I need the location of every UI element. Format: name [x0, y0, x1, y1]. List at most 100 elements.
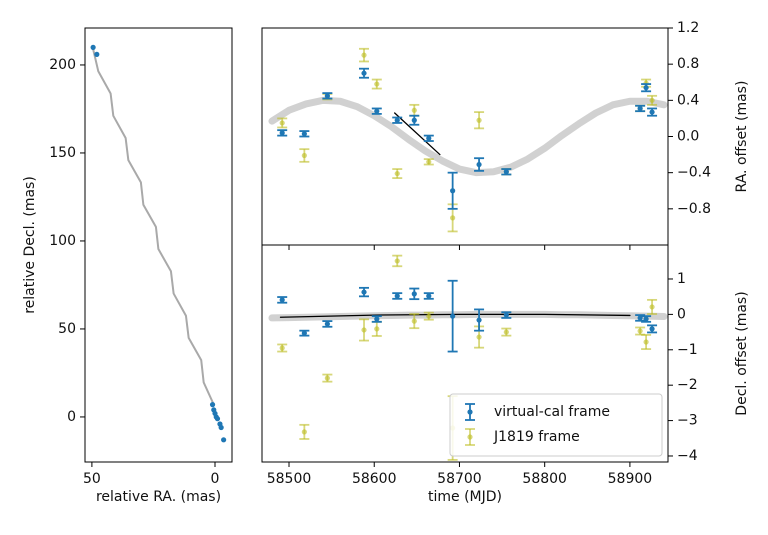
data-point [503, 329, 509, 335]
data-point [637, 328, 643, 334]
data-point [324, 375, 330, 381]
data-point [643, 316, 649, 322]
model-line [268, 96, 668, 177]
data-point [301, 131, 307, 137]
y-tick-label: 1 [677, 271, 686, 287]
y-tick-label: 0 [67, 409, 76, 425]
data-point [450, 313, 456, 319]
data-point [643, 339, 649, 345]
data-point [94, 51, 100, 57]
y-tick-label: 100 [49, 233, 76, 249]
data-point [637, 105, 643, 112]
y-tick-label: 0.4 [677, 92, 699, 108]
data-point [279, 130, 285, 136]
y-tick-label: 50 [58, 321, 76, 337]
y-tick-label: 150 [49, 145, 76, 161]
data-point [361, 52, 367, 58]
data-point [374, 316, 380, 322]
data-point [411, 107, 417, 113]
data-point [279, 345, 285, 351]
data-point [301, 152, 307, 159]
x-tick-label: 0 [211, 471, 220, 487]
data-point [426, 135, 432, 141]
axes-frame [261, 244, 669, 463]
data-point [301, 429, 307, 435]
data-point [218, 424, 224, 431]
x-axis-label: relative RA. (mas) [96, 489, 221, 505]
model-line [279, 313, 631, 318]
data-point [411, 291, 417, 297]
y-tick-label: 1.2 [677, 20, 699, 36]
data-point [426, 159, 432, 165]
y-axis-label: RA. offset (mas) [734, 81, 750, 193]
data-point [90, 44, 96, 50]
data-point [649, 97, 655, 103]
data-point [426, 293, 432, 299]
x-tick-label: 58700 [437, 471, 482, 487]
panel: 58500 58600 58700 58800 58900 −4 −3 −2 −1 0 1 time … [261, 244, 750, 505]
data-point [361, 70, 367, 76]
legend-dot [467, 409, 473, 415]
legend-box [449, 393, 663, 457]
data-point [426, 313, 432, 319]
y-axis-label: relative Decl. (mas) [22, 176, 38, 314]
data-point [374, 108, 380, 114]
y-tick-label: 0 [677, 306, 686, 322]
data-point [374, 81, 380, 87]
data-point [503, 169, 509, 175]
panel: 50 0 0 50 100 150 200 relative RA. (mas) relativ… [22, 27, 233, 505]
data-point [221, 437, 227, 443]
legend-dot [467, 434, 473, 440]
data-point [279, 297, 285, 303]
model-line [394, 112, 441, 156]
plot-area [268, 254, 668, 461]
y-tick-label: 0.0 [677, 129, 699, 145]
data-point [214, 416, 221, 422]
data-point [324, 93, 330, 99]
data-point [476, 334, 482, 340]
y-tick-label: −0.8 [677, 201, 711, 217]
data-point [361, 327, 367, 333]
model-line [92, 48, 215, 406]
x-tick-label: 58800 [522, 471, 567, 487]
data-point [411, 117, 417, 123]
plot-area [268, 47, 668, 233]
panel: −0.8 −0.4 0.0 0.4 0.8 1.2 RA. offset (mas) [261, 20, 750, 250]
data-point [301, 330, 307, 336]
axes-frame [261, 27, 669, 246]
data-point [374, 326, 380, 332]
data-point [394, 293, 400, 299]
y-tick-label: 200 [49, 57, 76, 73]
data-point [361, 289, 367, 295]
legend-label: virtual-cal frame [494, 404, 610, 420]
data-point [324, 321, 330, 327]
x-tick-label: 50 [83, 471, 101, 487]
data-point [643, 85, 649, 91]
y-tick-label: −2 [677, 377, 698, 393]
x-tick-label: 58900 [608, 471, 653, 487]
data-point [649, 304, 655, 310]
data-point [209, 402, 216, 408]
data-point [394, 117, 400, 123]
data-point [394, 170, 400, 177]
data-point [279, 120, 285, 126]
x-tick-label: 58500 [267, 471, 312, 487]
legend-label: J1819 frame [493, 429, 580, 445]
data-point [649, 326, 655, 332]
x-axis-label: time (MJD) [428, 489, 502, 505]
data-point [411, 318, 417, 324]
data-point [476, 117, 482, 123]
legend: virtual-cal frame J1819 frame [449, 393, 663, 457]
data-point [503, 312, 509, 318]
data-point [476, 317, 482, 323]
y-tick-label: 0.8 [677, 56, 699, 72]
y-tick-label: −1 [677, 342, 698, 358]
y-tick-label: −0.4 [677, 165, 711, 181]
data-point [450, 215, 456, 221]
data-point [394, 258, 400, 264]
data-point [450, 188, 456, 194]
y-tick-label: −4 [677, 448, 698, 464]
y-axis-label: Decl. offset (mas) [734, 291, 750, 415]
x-tick-label: 58600 [352, 471, 397, 487]
